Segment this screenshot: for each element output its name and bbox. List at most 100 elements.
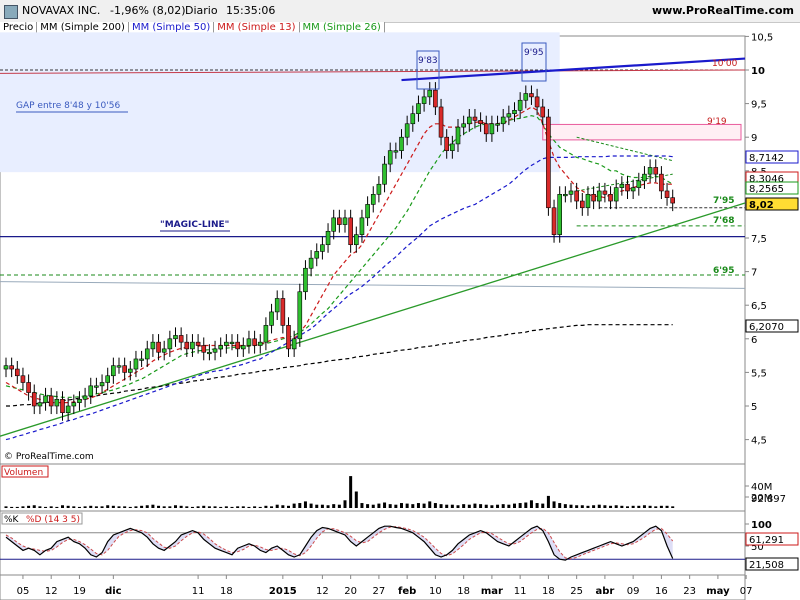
site-label: www.ProRealTime.com [651,4,794,17]
volume-bar [467,504,471,508]
candle-body [642,173,647,182]
volume-bar [15,506,19,508]
candle-body [421,96,427,104]
volume-bar [241,506,245,508]
peak2-label: 9'95 [524,48,544,58]
volume-bar [654,506,658,508]
volume-bar [507,504,511,508]
candle-body [568,190,574,195]
volume-bar [637,505,641,508]
resistance-trend-line [401,57,746,82]
s695-label: 6'95 [713,266,735,276]
y-tick-label: 9 [751,133,757,144]
candle-body [235,341,240,350]
volume-bar [642,505,646,508]
stoch-k-label: %K [4,515,20,525]
triangle-upper [576,136,673,162]
volume-bar [27,505,31,508]
volume-bar [72,506,76,508]
stoch-d-line [5,526,674,560]
volume-bar [309,503,313,508]
candle-body [563,194,568,197]
x-tick-label: 11 [514,586,527,597]
y-tick-label: 9,5 [751,100,767,111]
candle-body [20,375,26,383]
candle-body [88,385,94,397]
candle-body [274,298,280,313]
legend-sma200[interactable]: MM (Simple 200) [37,22,129,33]
volume-bar [66,505,70,508]
volume-bar [609,505,613,508]
x-tick-label: 18 [220,586,233,597]
vol-tick-label: 40M [751,482,772,493]
volume-bar [275,504,279,508]
candle-body [99,382,105,387]
red-trend-line [0,69,746,74]
volume-bar [394,504,398,508]
candle-body [286,325,291,350]
y-tick-label: 7,5 [751,234,767,245]
volume-bar [253,506,257,508]
y-tick-label: 10 [751,66,765,77]
volume-bar [343,500,347,508]
volume-bar [196,506,200,508]
volume-bar [258,506,262,508]
x-tick-label: 27 [373,586,386,597]
candle-body [664,190,670,198]
candle-body [246,338,252,346]
legend-price[interactable]: Precio [0,22,38,33]
candle-body [512,110,517,114]
s795-label: 7'95 [713,196,735,206]
stoch-last-box [745,532,799,546]
time-label: 15:35:06 [226,4,276,17]
candle-body [483,123,489,135]
candle-body [133,358,139,370]
volume-bar [179,505,183,508]
volume-bar [219,506,223,508]
volume-bar [303,501,307,508]
candle-body [500,116,506,125]
gap-label: GAP entre 8'48 y 10'56 [16,101,120,111]
candle-body [523,93,529,101]
legend-sma13[interactable]: MM (Simple 13) [214,22,300,33]
candle-body [574,190,579,202]
candle-body [207,351,212,355]
x-tick-label: 12 [316,586,329,597]
candle-body [489,123,495,135]
candle-body [466,116,472,125]
volume-bar [292,503,296,508]
volume-bar [405,503,409,508]
s768-label: 7'68 [713,216,735,226]
candle-body [297,291,303,340]
candle-body [461,123,466,128]
candle-body [410,113,416,125]
candle-body [433,89,438,108]
volume-bar [433,503,437,508]
legend-sma26[interactable]: MM (Simple 26) [299,22,385,33]
volume-bar [100,506,104,508]
candle-body [546,116,551,209]
legend-sma50[interactable]: MM (Simple 50) [128,22,215,33]
candle-body [427,89,433,98]
candle-body [156,341,161,353]
candle-body [105,375,110,383]
y-tick-label: 5,5 [751,368,767,379]
stoch-last-label: 61,291 [749,535,784,546]
volume-bar [563,504,567,508]
volume-bar [117,506,121,508]
y-tick-label: 6 [751,335,757,346]
vol-tick-label: 20M [751,493,772,504]
last-value-label: 6,2070 [749,322,784,333]
candle-body [212,348,218,353]
y-tick-label: 5 [751,402,757,413]
candle-body [60,398,65,414]
volume-bar [32,505,36,508]
volume-bar [134,506,138,508]
volume-bar [513,503,516,508]
candle-body [495,123,500,126]
candle-body [195,341,201,346]
x-tick-label: 18 [542,586,555,597]
x-tick-label: 10 [429,586,442,597]
volume-bar [648,505,652,508]
